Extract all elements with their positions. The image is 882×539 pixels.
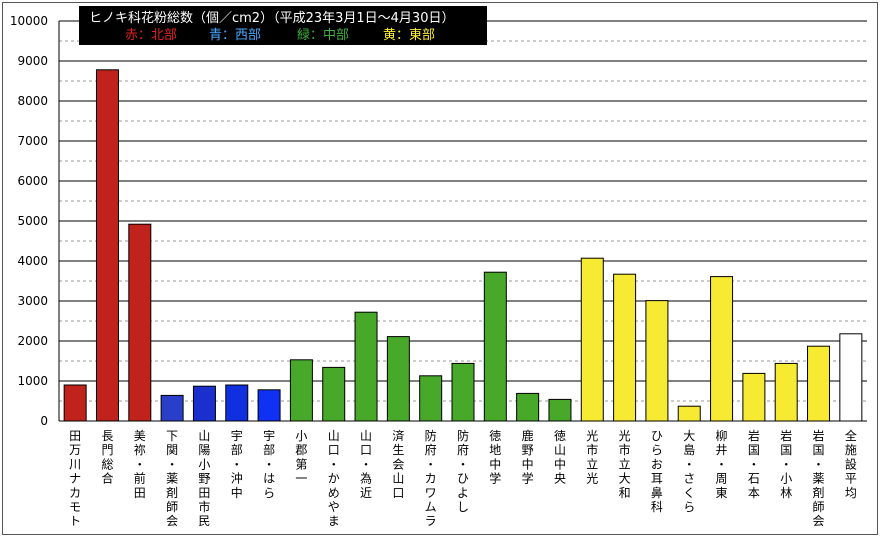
legend-item: 緑：中部 bbox=[297, 28, 349, 43]
bar bbox=[710, 276, 734, 422]
legend-box: ヒノキ科花粉総数（個／cm2）（平成23年3月1日〜4月30日） 赤：北部 青：西… bbox=[79, 6, 487, 45]
bar bbox=[386, 336, 410, 422]
bar bbox=[839, 333, 863, 422]
legend-background bbox=[79, 6, 487, 45]
category-label: 山口・為近 bbox=[360, 429, 372, 500]
category-label: 防府・カワムラ bbox=[425, 428, 437, 528]
y-tick-label: 3000 bbox=[17, 294, 48, 308]
category-label: 全施設平均 bbox=[845, 428, 857, 500]
bar bbox=[354, 311, 378, 422]
bar bbox=[483, 271, 507, 422]
category-label: 山口・かめやま bbox=[328, 429, 340, 528]
bar bbox=[192, 385, 216, 422]
category-label: 光市立光 bbox=[586, 429, 598, 486]
bar bbox=[322, 366, 346, 422]
category-label: ひらお耳鼻科 bbox=[651, 429, 663, 514]
legend-item: 赤：北部 bbox=[125, 28, 177, 43]
bar bbox=[451, 362, 475, 422]
y-tick-label: 5000 bbox=[17, 214, 48, 228]
category-label: 美祢・前田 bbox=[134, 429, 146, 500]
category-label: 下関・薬剤師会 bbox=[166, 429, 178, 528]
bar bbox=[128, 223, 152, 422]
category-label: 岩国・薬剤師会 bbox=[813, 428, 825, 528]
category-label: 小郡第一 bbox=[295, 429, 307, 486]
category-label: 岩国・石本 bbox=[748, 428, 760, 500]
category-label: 山陽小野田市民 bbox=[198, 429, 210, 528]
bar bbox=[548, 398, 572, 422]
bar bbox=[63, 384, 87, 422]
bar bbox=[160, 394, 184, 422]
category-label: 済生会山口 bbox=[392, 428, 404, 500]
y-tick-label: 8000 bbox=[17, 94, 48, 108]
bar bbox=[289, 359, 313, 422]
category-label: 宇部・沖中 bbox=[231, 429, 243, 500]
y-tick-label: 2000 bbox=[17, 334, 48, 348]
category-labels: 田万川ナカモト 長門総合 美祢・前田 下関・薬剤師会 山陽小野田市民 宇部・沖中 宇部・はら… bbox=[69, 428, 857, 528]
y-tick-label: 9000 bbox=[17, 54, 48, 68]
category-label: 防府・ひよし bbox=[457, 428, 469, 514]
bar bbox=[419, 375, 443, 422]
bar bbox=[95, 69, 119, 422]
bar bbox=[645, 300, 669, 422]
category-label: 長門総合 bbox=[101, 429, 113, 486]
category-label: 光市立大和 bbox=[619, 429, 631, 500]
category-label: 大島・さくら bbox=[683, 429, 695, 514]
bar bbox=[613, 273, 637, 422]
category-label: 徳山中央 bbox=[554, 428, 566, 486]
legend-items: 赤：北部 青：西部 緑：中部 黄：東部 bbox=[125, 27, 435, 43]
chart-title: ヒノキ科花粉総数（個／cm2）（平成23年3月1日〜4月30日） bbox=[89, 10, 454, 26]
y-axis-ticks: 0 1000 2000 3000 4000 5000 6000 7000 8000 9000 100… bbox=[10, 14, 48, 428]
category-label: 柳井・周東 bbox=[716, 429, 728, 500]
category-label: 田万川ナカモト bbox=[69, 429, 81, 528]
bars bbox=[63, 69, 863, 422]
y-tick-label: 1000 bbox=[17, 374, 48, 388]
bar bbox=[677, 405, 701, 422]
category-label: 岩国・小林 bbox=[780, 428, 792, 500]
bar bbox=[807, 345, 831, 422]
y-tick-label: 4000 bbox=[17, 254, 48, 268]
bar bbox=[774, 362, 798, 422]
y-tick-label: 10000 bbox=[10, 14, 48, 28]
category-label: 鹿野中学 bbox=[522, 428, 534, 486]
bar bbox=[742, 372, 766, 422]
bar bbox=[225, 384, 249, 422]
category-label: 宇部・はら bbox=[263, 429, 275, 500]
y-tick-label: 7000 bbox=[17, 134, 48, 148]
y-tick-label: 6000 bbox=[17, 174, 48, 188]
legend-item: 黄：東部 bbox=[383, 27, 435, 43]
bar bbox=[580, 257, 604, 422]
bar bbox=[516, 392, 540, 422]
bar bbox=[257, 389, 281, 422]
y-tick-label: 0 bbox=[40, 414, 48, 428]
legend-item: 青：西部 bbox=[209, 28, 261, 43]
category-label: 徳地中学 bbox=[489, 428, 501, 486]
grid-lines bbox=[58, 20, 867, 422]
